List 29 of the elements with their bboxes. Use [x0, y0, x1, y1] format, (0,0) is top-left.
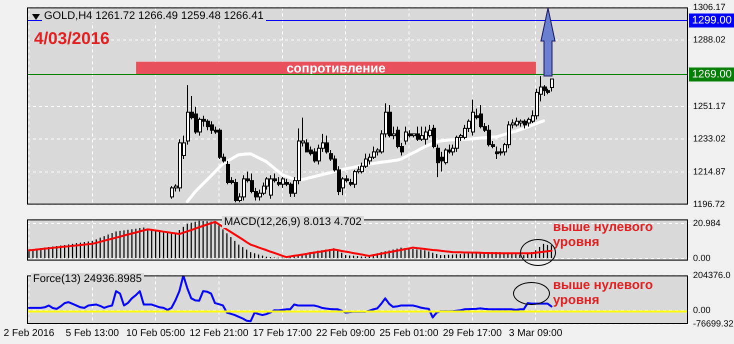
annotation: выше нулевого уровня — [553, 277, 654, 307]
annotation: выше нулевого уровня — [553, 219, 654, 249]
y-tick-label: 0.00 — [693, 305, 711, 316]
x-tick-label: 25 Feb 01:00 — [379, 328, 439, 339]
x-tick-label: 17 Feb 17:00 — [252, 328, 312, 339]
y-tick-label: 204376.0 — [693, 270, 731, 280]
ref-line-label: 1299.00 — [692, 14, 732, 27]
y-tick-label: 1196.72 — [693, 199, 725, 210]
annotation: 4/03/2016 — [34, 29, 111, 49]
y-tick-label: 0.00 — [693, 253, 711, 264]
x-tick-label: 29 Feb 17:00 — [442, 328, 502, 339]
y-tick-label: 1233.02 — [693, 134, 726, 144]
chart-title: GOLD,H4 1261.72 1266.49 1259.48 1266.41 — [42, 10, 266, 22]
y-tick-label: -76699.32 — [693, 318, 734, 328]
x-tick-label: 2 Feb 2016 — [4, 328, 55, 339]
chart-title: MACD(12,26,9) 8.013 4.702 — [222, 216, 364, 228]
x-tick-label: 22 Feb 09:00 — [316, 328, 376, 339]
chart-title: Force(13) 24936.8985 — [31, 273, 144, 285]
x-tick-label: 5 Feb 13:00 — [66, 328, 120, 339]
ref-line-label: 1269.00 — [692, 68, 732, 81]
y-tick-label: 1306.17 — [693, 2, 726, 12]
y-tick-label: 1251.17 — [693, 100, 726, 111]
band-label: сопротивление — [286, 60, 386, 76]
x-tick-label: 10 Feb 05:00 — [126, 328, 186, 339]
x-tick-label: 12 Feb 21:00 — [190, 328, 249, 339]
y-tick-label: 1288.02 — [693, 34, 726, 45]
x-tick-label: 3 Mar 09:00 — [508, 328, 563, 339]
y-tick-label: 20.984 — [693, 218, 721, 228]
y-tick-label: 1214.87 — [693, 166, 726, 176]
